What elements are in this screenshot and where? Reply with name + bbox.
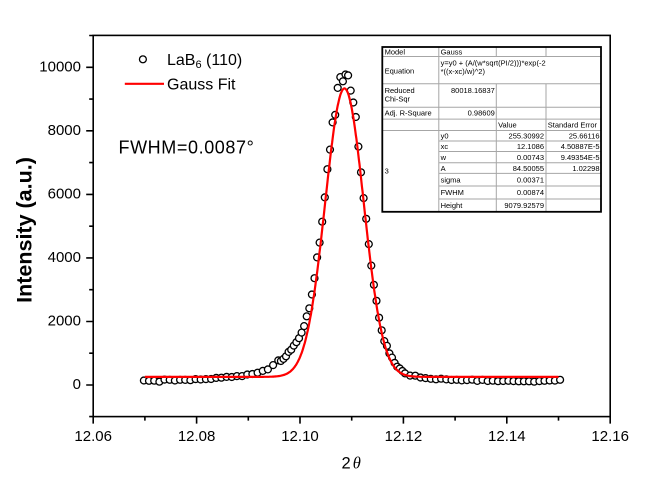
svg-text:Standard Error: Standard Error	[548, 120, 598, 129]
svg-text:y=y0 + (A/(w*sqrt(PI/2)))*exp(: y=y0 + (A/(w*sqrt(PI/2)))*exp(-2	[441, 58, 546, 67]
svg-text:Gauss: Gauss	[441, 47, 463, 56]
svg-text:Adj. R-Square: Adj. R-Square	[385, 109, 432, 118]
svg-text:LaB6 (110): LaB6 (110)	[167, 52, 242, 71]
svg-text:w: w	[440, 153, 447, 162]
svg-text:12.06: 12.06	[74, 428, 112, 445]
svg-text:A: A	[441, 164, 446, 173]
svg-text:xc: xc	[441, 142, 449, 151]
svg-text:80018.16837: 80018.16837	[451, 86, 495, 95]
svg-text:*((x-xc)/w)^2): *((x-xc)/w)^2)	[441, 67, 486, 76]
svg-text:Intensity (a.u.): Intensity (a.u.)	[13, 157, 37, 303]
svg-text:9079.92579: 9079.92579	[504, 201, 544, 210]
svg-text:0.98609: 0.98609	[468, 109, 495, 118]
svg-text:FWHM: FWHM	[441, 188, 464, 197]
svg-text:25.66116: 25.66116	[569, 131, 600, 140]
svg-text:Height: Height	[441, 201, 464, 210]
svg-text:2000: 2000	[48, 313, 81, 330]
svg-text:12.08: 12.08	[178, 428, 216, 445]
svg-text:12.12: 12.12	[385, 428, 423, 445]
svg-text:3: 3	[385, 167, 389, 176]
svg-text:y0: y0	[441, 131, 449, 140]
svg-text:0.00743: 0.00743	[517, 153, 544, 162]
svg-text:12.1086: 12.1086	[517, 142, 544, 151]
svg-text:10000: 10000	[39, 58, 81, 75]
svg-text:Equation: Equation	[385, 67, 415, 76]
svg-text:0: 0	[73, 376, 81, 393]
svg-text:6000: 6000	[48, 186, 81, 203]
svg-text:1.02298: 1.02298	[572, 164, 599, 173]
svg-text:12.16: 12.16	[591, 428, 629, 445]
svg-text:12.14: 12.14	[488, 428, 526, 445]
svg-text:4.50887E-5: 4.50887E-5	[561, 142, 600, 151]
svg-text:sigma: sigma	[441, 175, 462, 184]
svg-text:4000: 4000	[48, 249, 81, 266]
svg-text:Reduced: Reduced	[385, 86, 415, 95]
svg-text:9.49354E-5: 9.49354E-5	[561, 153, 600, 162]
svg-text:Value: Value	[498, 120, 517, 129]
svg-text:0.00874: 0.00874	[517, 188, 544, 197]
svg-text:8000: 8000	[48, 122, 81, 139]
svg-text:Chi-Sqr: Chi-Sqr	[385, 95, 411, 104]
svg-text:255.30992: 255.30992	[509, 131, 544, 140]
svg-text:Model: Model	[385, 47, 406, 56]
svg-text:12.10: 12.10	[281, 428, 319, 445]
svg-text:0.00371: 0.00371	[517, 175, 544, 184]
svg-text:FWHM=0.0087°: FWHM=0.0087°	[119, 138, 255, 158]
svg-text:84.50055: 84.50055	[513, 164, 544, 173]
svg-text:Gauss Fit: Gauss Fit	[167, 76, 236, 93]
